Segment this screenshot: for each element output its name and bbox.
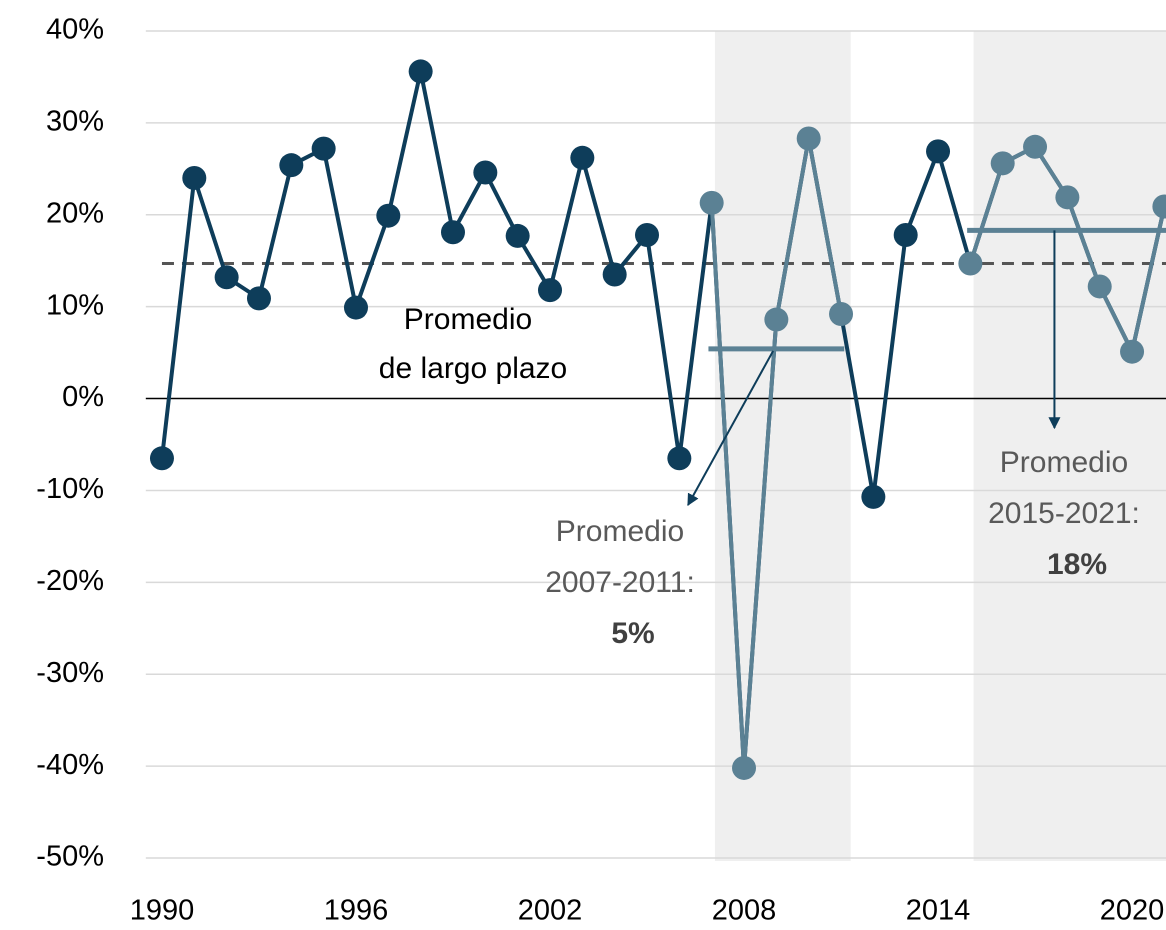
y-tick-label: -30% <box>36 657 104 689</box>
x-tick-label: 2020 <box>1100 895 1165 927</box>
y-tick-label: -20% <box>36 565 104 597</box>
line-highlight-segment <box>742 317 779 770</box>
marker <box>764 307 789 332</box>
marker <box>149 446 174 471</box>
y-tick-label: 10% <box>46 289 104 321</box>
y-tick-label: -50% <box>36 841 104 873</box>
long-term-average-label: de largo plazo <box>379 352 567 385</box>
period-average-label: Promedio <box>1000 446 1128 479</box>
marker <box>311 136 336 161</box>
marker <box>182 166 207 191</box>
x-tick-label: 1996 <box>324 895 389 927</box>
marker <box>343 295 368 320</box>
marker <box>505 223 530 248</box>
marker <box>699 190 724 215</box>
x-tick-label: 2014 <box>906 895 971 927</box>
y-tick-label: 40% <box>46 14 104 46</box>
marker <box>246 286 271 311</box>
line-highlight-segment <box>1065 195 1102 289</box>
y-tick-label: 0% <box>62 381 104 413</box>
marker <box>861 484 886 509</box>
marker <box>1152 194 1166 219</box>
marker <box>926 139 951 164</box>
marker <box>1023 134 1048 159</box>
marker <box>893 222 918 247</box>
marker <box>473 160 498 185</box>
marker <box>440 220 465 245</box>
period-average-value-label: 5% <box>611 617 654 650</box>
y-tick-label: 20% <box>46 197 104 229</box>
y-tick-label: 30% <box>46 106 104 138</box>
line-highlight-segment <box>774 136 811 322</box>
annotation-arrow <box>687 350 774 507</box>
marker <box>376 203 401 228</box>
marker <box>1120 339 1145 364</box>
marker <box>635 222 660 247</box>
marker <box>1055 185 1080 210</box>
marker <box>537 278 562 303</box>
marker <box>214 265 239 290</box>
line-highlight-segment <box>806 136 844 317</box>
x-tick-label: 1990 <box>130 895 195 927</box>
period-average-label: 2007-2011: <box>545 566 695 599</box>
marker <box>408 59 433 84</box>
line-highlight-segment <box>709 200 747 770</box>
marker <box>958 251 983 276</box>
marker <box>732 755 757 780</box>
marker <box>796 126 821 151</box>
x-tick-label: 2002 <box>518 895 583 927</box>
line-highlight-segment <box>1097 284 1135 354</box>
period-average-label: Promedio <box>556 515 684 548</box>
marker <box>990 151 1015 176</box>
marker <box>667 446 692 471</box>
marker <box>829 302 854 327</box>
period-average-value-label: 18% <box>1047 548 1107 581</box>
y-tick-label: -10% <box>36 473 104 505</box>
marker <box>1087 274 1112 299</box>
line-highlight-segment <box>968 161 1005 266</box>
highlight-band <box>714 31 851 861</box>
period-average-label: 2015-2021: <box>988 497 1140 530</box>
marker <box>602 262 627 287</box>
marker <box>279 153 304 178</box>
x-tick-label: 2008 <box>712 895 777 927</box>
marker <box>570 145 595 170</box>
y-tick-label: -40% <box>36 749 104 781</box>
long-term-average-label: Promedio <box>404 303 532 336</box>
